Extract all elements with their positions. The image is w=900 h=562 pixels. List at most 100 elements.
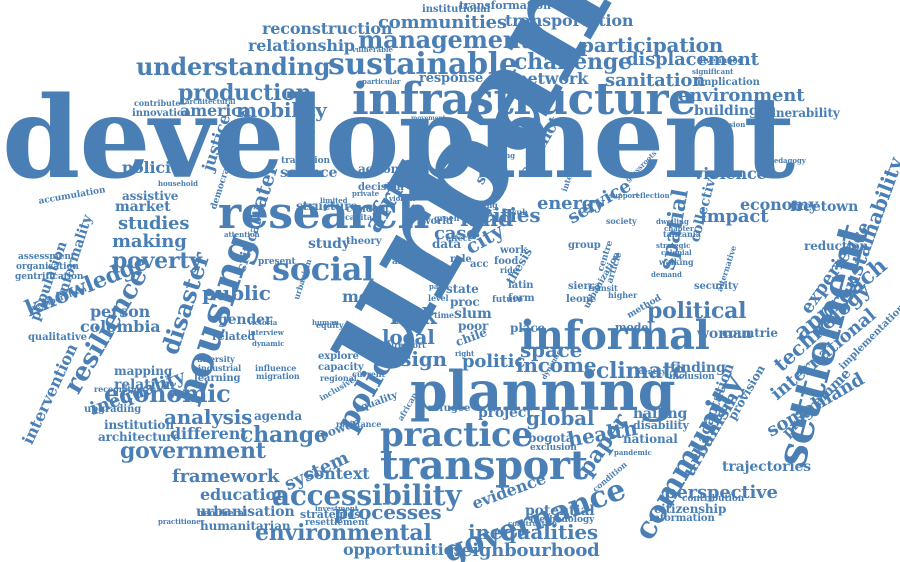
cloud-word-right: right: [455, 349, 475, 358]
cloud-word-dwelling: dwelling: [656, 217, 689, 226]
cloud-word-data: data: [432, 237, 462, 251]
cloud-word-research: research: [218, 188, 429, 239]
cloud-word-intervention: intervention: [18, 340, 82, 448]
cloud-word-resettlement: resettlement: [305, 518, 369, 528]
cloud-word-making: making: [112, 231, 187, 252]
cloud-word-industrial: industrial: [198, 363, 242, 373]
cloud-word-latin: latin: [508, 280, 534, 291]
cloud-word-politic: politic: [462, 351, 526, 372]
cloud-word-diversity: diversity: [197, 354, 235, 364]
cloud-word-ride: ride: [500, 265, 518, 275]
cloud-word-tanzania: tanzania: [663, 229, 701, 239]
cloud-word-walking: walking: [659, 257, 694, 267]
cloud-word-income: income: [516, 353, 597, 377]
cloud-word-leone: leone: [566, 294, 596, 305]
cloud-word-development: development: [2, 73, 795, 204]
cloud-word-policies: policies: [122, 158, 190, 177]
cloud-word-particular: particular: [362, 77, 401, 86]
cloud-word-cities: cities: [481, 203, 541, 227]
cloud-word-flooding: flooding: [483, 151, 515, 160]
cloud-word-citizenship: citizenship: [654, 502, 727, 516]
cloud-word-learning: learning: [194, 373, 241, 384]
cloud-word-context: context: [304, 464, 370, 483]
cloud-word-colonial: colonial: [661, 248, 692, 257]
cloud-word-institutional: institutional: [422, 4, 491, 15]
cloud-word-strategic: strategic: [656, 241, 691, 250]
cloud-word-vulnerability: vulnerability: [756, 106, 840, 120]
cloud-word-human: human: [312, 318, 339, 327]
cloud-word-environment: environment: [678, 85, 805, 106]
cloud-word-food: food: [494, 256, 519, 267]
cloud-word-sanitation: sanitation: [605, 70, 706, 91]
cloud-word-movement: movement: [411, 115, 446, 122]
cloud-word-influence: influence: [255, 363, 297, 373]
cloud-word-economy: economy: [740, 195, 819, 214]
cloud-word-disability: disability: [633, 419, 689, 432]
cloud-word-transportation: transportation: [505, 11, 634, 30]
cloud-word-design: design: [374, 347, 447, 371]
cloud-word-case: case: [434, 223, 478, 244]
cloud-word-impact: impact: [700, 206, 769, 227]
cloud-word-time: time: [434, 310, 454, 320]
cloud-word-processes: processes: [334, 500, 442, 524]
cloud-word-relation: relation: [114, 377, 175, 393]
cloud-word-practice: practice: [380, 415, 533, 455]
cloud-word-society: society: [606, 216, 637, 226]
cloud-word-attention: attention: [224, 230, 260, 239]
cloud-word-woman: woman: [697, 326, 752, 342]
cloud-word-group: group: [568, 240, 601, 251]
cloud-word-finding: finding: [670, 360, 726, 376]
cloud-word-refugee: refugee: [428, 403, 471, 414]
cloud-word-vulnerable: vulnerable: [352, 45, 393, 54]
cloud-word-project: project: [478, 405, 533, 421]
cloud-word-role: role: [450, 254, 472, 265]
cloud-word-green: green: [434, 213, 460, 223]
cloud-word-production: production: [178, 80, 312, 106]
cloud-word-contribution: contribution: [682, 494, 745, 504]
cloud-word-chapter: chapter: [664, 224, 694, 233]
cloud-word-innovation: innovation: [132, 108, 191, 119]
cloud-word-understanding: understanding: [136, 52, 331, 81]
cloud-word-model: model: [615, 321, 653, 334]
cloud-word-space: space: [520, 338, 583, 362]
cloud-word-economic: economic: [104, 379, 231, 408]
cloud-word-present: present: [258, 257, 296, 267]
cloud-word-analysis: analysis: [164, 405, 253, 429]
cloud-word-participation: participation: [580, 33, 724, 57]
cloud-word-gentrification: gentrification: [15, 272, 84, 282]
cloud-word-state: state: [446, 282, 479, 296]
cloud-word-education: education: [200, 485, 288, 504]
cloud-word-energy: energy: [537, 193, 605, 214]
cloud-word-mobility: mobility: [236, 98, 327, 122]
cloud-word-colombia: colombia: [80, 317, 161, 336]
cloud-word-political: political: [647, 298, 747, 324]
cloud-word-decision: decision: [358, 182, 404, 193]
cloud-word-work: work: [500, 245, 528, 256]
cloud-word-architecture: architecture: [98, 430, 180, 444]
cloud-word-dimension: dimension: [705, 120, 746, 129]
cloud-word-different: different: [170, 424, 248, 443]
cloud-word-resistance: resistance: [336, 419, 382, 429]
cloud-word-world: world: [422, 216, 453, 227]
cloud-word-informal: informal: [520, 312, 710, 359]
cloud-word-more: more: [342, 287, 388, 306]
cloud-word-action: action: [358, 162, 400, 176]
cloud-word-structure: structure: [296, 199, 358, 213]
cloud-word-concept: concept: [346, 204, 390, 215]
cloud-word-trajectories: trajectories: [722, 459, 812, 475]
cloud-word-transit: transit: [588, 283, 618, 293]
cloud-word-infrastructure: infrastructure: [352, 74, 696, 125]
cloud-word-private: private: [352, 189, 380, 198]
cloud-word-bogot-: bogotá: [528, 431, 574, 445]
cloud-word-qualitative: qualitative: [28, 332, 87, 343]
cloud-word-poverty: poverty: [112, 248, 202, 274]
cloud-word-capacity: capacity: [318, 362, 364, 373]
cloud-word-practitioner: practitioner: [158, 517, 205, 526]
cloud-word-displacement: displacement: [626, 49, 759, 70]
cloud-word-security: security: [694, 281, 739, 292]
cloud-word-inclusion: inclusion: [669, 372, 715, 382]
cloud-word-information: information: [649, 513, 715, 524]
cloud-word-poor: poor: [458, 319, 489, 333]
cloud-word-exclusion: exclusion: [530, 443, 577, 453]
cloud-word-acc: acc: [470, 259, 489, 270]
